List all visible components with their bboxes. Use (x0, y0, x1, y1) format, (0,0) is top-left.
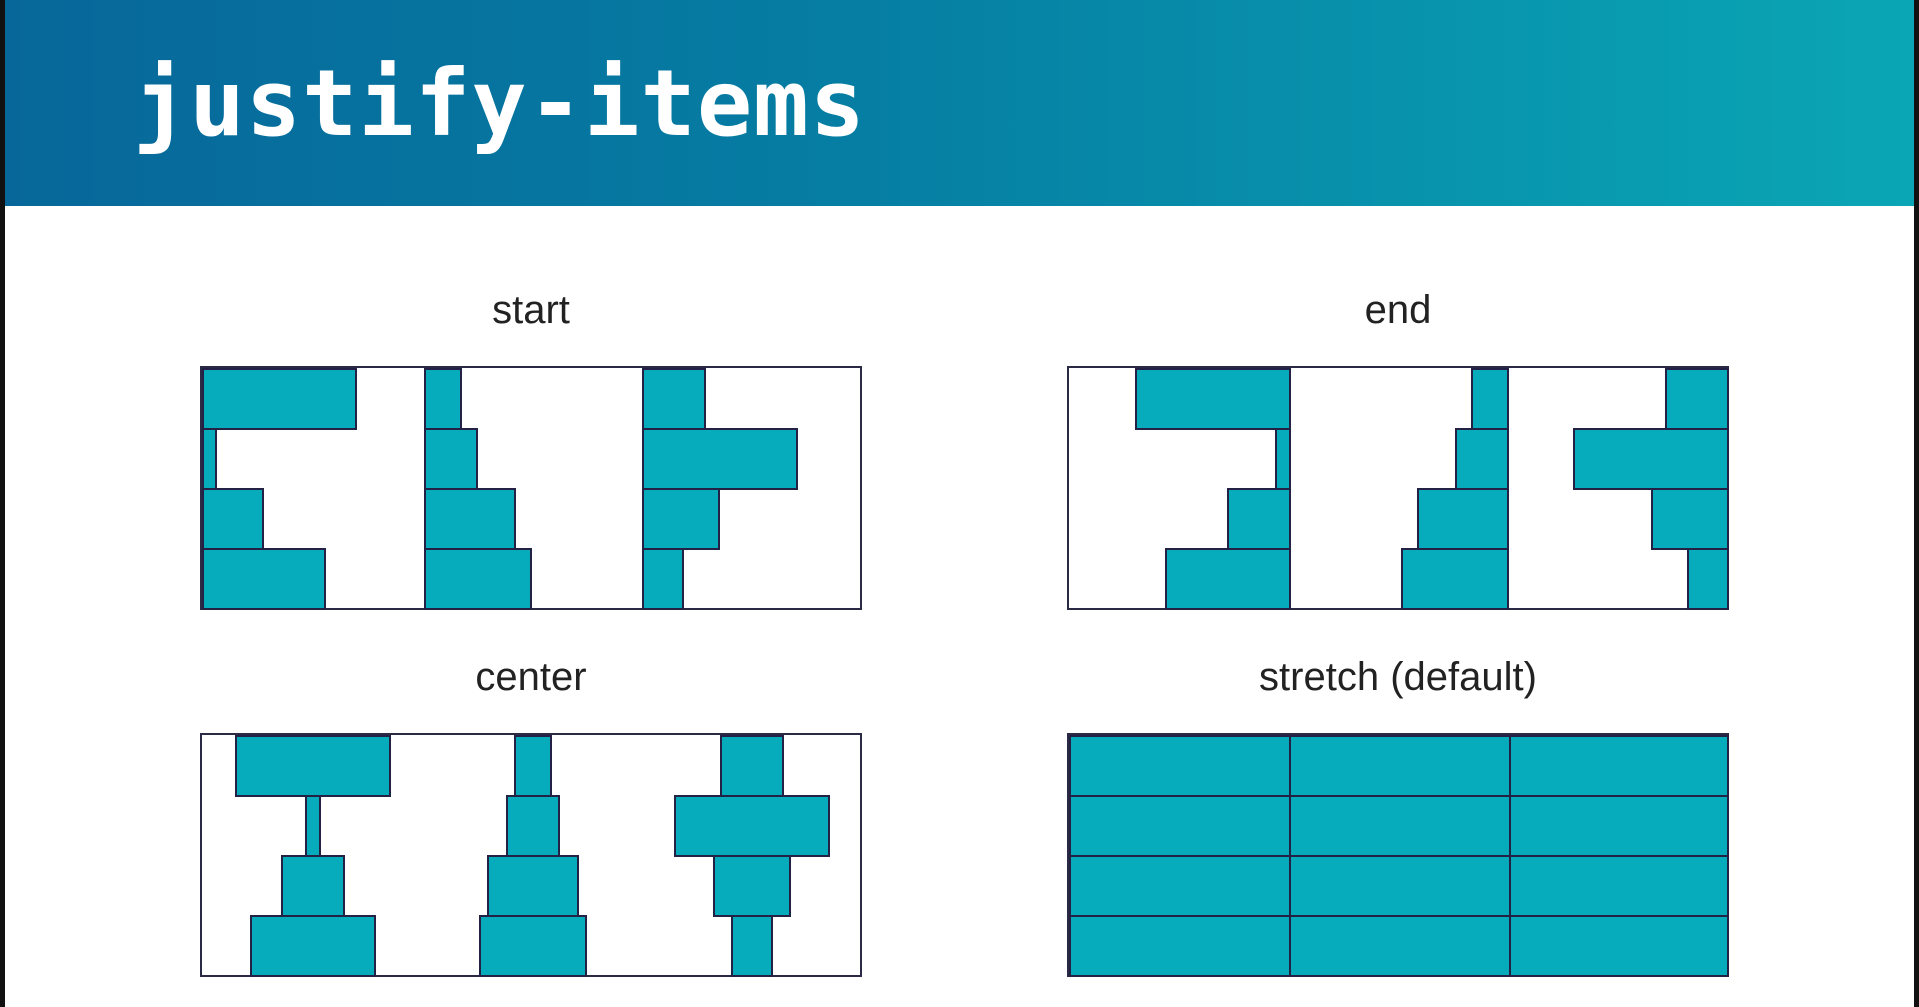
grid-item (1289, 795, 1511, 857)
grid-item (731, 915, 773, 977)
grid-item (506, 795, 560, 857)
panel-label-end: end (1364, 288, 1432, 332)
grid-item (1455, 428, 1509, 490)
grid-item (1069, 795, 1291, 857)
grid-item (202, 488, 264, 550)
grid-item (424, 548, 532, 610)
grid-item (1573, 428, 1729, 490)
grid-item (1417, 488, 1509, 550)
grid-item (1509, 735, 1729, 797)
grid-item (642, 488, 720, 550)
panel-end: end (1067, 288, 1729, 613)
grid-stretch (1067, 733, 1729, 977)
grid-item (424, 488, 516, 550)
grid-item (1135, 368, 1291, 430)
panel-label-stretch: stretch (default) (1259, 655, 1537, 699)
grid-item (1509, 855, 1729, 917)
grid-item (1289, 915, 1511, 977)
grid-item (642, 428, 798, 490)
grid-item (1471, 368, 1509, 430)
grid-item (642, 368, 706, 430)
grid-item (1227, 488, 1291, 550)
panel-label-start: start (492, 288, 570, 332)
grid-item (202, 548, 326, 610)
header-bar: justify-items (5, 0, 1914, 206)
grid-item (642, 548, 684, 610)
grid-item (1069, 855, 1291, 917)
grid-item (514, 735, 552, 797)
slide-title: justify-items (133, 50, 867, 157)
grid-item (424, 428, 478, 490)
grid-item (1509, 915, 1729, 977)
grid-item (250, 915, 376, 977)
grid-center (200, 733, 862, 977)
grid-item (1275, 428, 1291, 490)
panel-stretch: stretch (default) (1067, 655, 1729, 980)
grid-item (487, 855, 579, 917)
grid-item (1289, 735, 1511, 797)
grid-item (202, 368, 357, 430)
grid-item (424, 368, 462, 430)
grid-item (235, 735, 391, 797)
grid-item (1401, 548, 1509, 610)
grid-item (674, 795, 830, 857)
grid-item (720, 735, 784, 797)
grid-item (479, 915, 587, 977)
panel-center: center (200, 655, 862, 980)
grid-item (1289, 855, 1511, 917)
grid-item (1069, 735, 1291, 797)
grid-item (281, 855, 345, 917)
grid-item (1165, 548, 1291, 610)
grid-end (1067, 366, 1729, 610)
grid-start (200, 366, 862, 610)
grid-item (1651, 488, 1729, 550)
grid-item (305, 795, 321, 857)
grid-item (1665, 368, 1729, 430)
grid-item (1069, 915, 1291, 977)
grid-item (1509, 795, 1729, 857)
grid-item (202, 428, 217, 490)
panel-label-center: center (475, 655, 587, 699)
panel-start: start (200, 288, 862, 613)
grid-item (1687, 548, 1729, 610)
grid-item (713, 855, 791, 917)
